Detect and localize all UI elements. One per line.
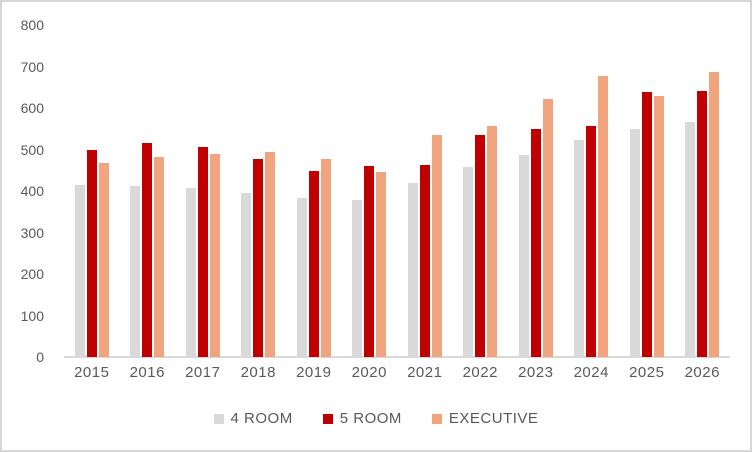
x-axis-label-2016: 2016 xyxy=(129,364,165,381)
legend-swatch-4-room xyxy=(213,413,224,424)
bar-5-room-2019 xyxy=(308,170,319,357)
bar-4-room-2024 xyxy=(574,140,585,357)
x-axis-label-2018: 2018 xyxy=(240,364,276,381)
x-axis-label-2019: 2019 xyxy=(296,364,332,381)
x-axis-label-2026: 2026 xyxy=(684,364,720,381)
bar-5-room-2016 xyxy=(142,143,153,357)
y-axis-label-500: 500 xyxy=(20,141,44,158)
bar-5-room-2018 xyxy=(253,159,264,357)
bar-4-room-2017 xyxy=(185,188,196,357)
legend-item-5-room: 5 ROOM xyxy=(322,410,402,427)
bar-4-room-2022 xyxy=(463,167,474,357)
bar-executive-2016 xyxy=(154,157,165,357)
x-axis-label-2023: 2023 xyxy=(518,364,554,381)
bar-executive-2024 xyxy=(598,76,609,357)
x-axis-line xyxy=(64,356,730,358)
bar-5-room-2024 xyxy=(586,125,597,357)
bar-executive-2023 xyxy=(542,98,553,357)
x-axis-label-2015: 2015 xyxy=(74,364,110,381)
bar-executive-2022 xyxy=(487,125,498,357)
legend-swatch-executive xyxy=(431,413,442,424)
legend-item-executive: EXECUTIVE xyxy=(431,410,539,427)
bar-executive-2026 xyxy=(709,72,720,357)
bar-5-room-2022 xyxy=(475,135,486,357)
bar-4-room-2025 xyxy=(629,129,640,357)
bar-executive-2020 xyxy=(376,171,387,357)
bar-5-room-2023 xyxy=(530,128,541,357)
y-axis-label-0: 0 xyxy=(36,349,44,365)
bar-5-room-2017 xyxy=(197,147,208,357)
x-axis-label-2017: 2017 xyxy=(185,364,221,381)
y-axis-label-800: 800 xyxy=(20,17,44,33)
y-axis-label-100: 100 xyxy=(20,307,44,324)
bar-4-room-2016 xyxy=(130,185,141,357)
legend-item-4-room: 4 ROOM xyxy=(213,410,293,427)
bar-executive-2025 xyxy=(653,95,664,357)
bar-executive-2018 xyxy=(265,152,276,357)
bar-4-room-2018 xyxy=(241,193,252,357)
y-axis-label-600: 600 xyxy=(20,100,44,116)
bar-executive-2021 xyxy=(431,134,442,357)
y-axis-label-700: 700 xyxy=(20,58,44,75)
legend-swatch-5-room xyxy=(322,413,333,424)
bar-executive-2019 xyxy=(320,158,331,357)
bar-4-room-2023 xyxy=(518,154,529,357)
x-axis-label-2024: 2024 xyxy=(573,364,609,381)
bar-5-room-2015 xyxy=(86,149,97,357)
bar-4-room-2026 xyxy=(685,122,696,357)
x-axis-label-2022: 2022 xyxy=(462,364,498,381)
bar-4-room-2020 xyxy=(352,200,363,357)
legend: 4 ROOM 5 ROOM EXECUTIVE xyxy=(2,410,750,427)
x-axis-label-2025: 2025 xyxy=(629,364,665,381)
y-axis-label-400: 400 xyxy=(20,183,44,199)
x-axis-label-2021: 2021 xyxy=(407,364,443,381)
bar-5-room-2021 xyxy=(419,164,430,357)
bar-5-room-2025 xyxy=(641,91,652,357)
y-axis-label-300: 300 xyxy=(20,224,44,241)
bar-4-room-2019 xyxy=(296,198,307,357)
bar-4-room-2021 xyxy=(407,183,418,357)
x-axis-label-2020: 2020 xyxy=(351,364,387,381)
legend-label-executive: EXECUTIVE xyxy=(448,410,539,427)
bar-5-room-2026 xyxy=(697,90,708,357)
legend-label-4-room: 4 ROOM xyxy=(230,410,293,427)
legend-label-5-room: 5 ROOM xyxy=(339,410,402,427)
bar-4-room-2015 xyxy=(74,184,85,357)
bar-executive-2017 xyxy=(209,154,220,357)
bar-5-room-2020 xyxy=(364,166,375,357)
bar-executive-2015 xyxy=(98,163,109,357)
y-axis-label-200: 200 xyxy=(20,266,44,282)
